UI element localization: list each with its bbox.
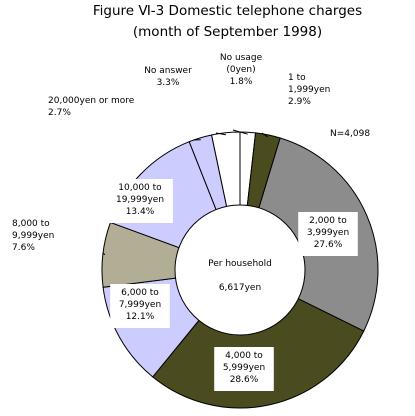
leader-line	[232, 129, 248, 135]
slice-category-label: 5,999yen	[223, 363, 265, 373]
slice-label-10-000-to-19-999yen: 10,000 to 19,999yen 13.4%	[107, 179, 173, 223]
slice-percent-label: 2.9%	[288, 97, 311, 107]
slice-label-box	[110, 284, 170, 328]
center-value: 6,617yen	[219, 283, 261, 293]
slice-category-label: 1 to	[288, 73, 306, 83]
slice-label-box	[107, 179, 173, 223]
slice-category-label: 8,000 to	[12, 219, 50, 229]
slice-category-label: (0yen)	[226, 65, 255, 75]
pie-slice-4-000-to-5-999yen	[152, 269, 365, 409]
slice-category-label: 7,999yen	[119, 300, 161, 310]
chart-title: Figure Ⅵ-3 Domestic telephone charges	[92, 3, 363, 19]
slice-category-label: 9,999yen	[12, 231, 54, 241]
sample-size-label: N=4,098	[330, 129, 370, 139]
slice-percent-label: 12.1%	[126, 312, 155, 322]
slice-label-no-answer: No answer 3.3%	[144, 66, 226, 136]
slice-label-8-000-to-9-999yen: 8,000 to 9,999yen 7.6%	[12, 219, 106, 256]
slice-percent-label: 28.6%	[230, 375, 259, 385]
slice-category-label: 10,000 to	[118, 183, 162, 193]
slice-label-20-000yen-or-more: 20,000yen or more 2.7%	[48, 96, 201, 141]
slice-label-6-000-to-7-999yen: 6,000 to 7,999yen 12.1%	[110, 284, 170, 328]
slice-label-2-000-to-3-999yen: 2,000 to 3,999yen 27.6%	[298, 212, 358, 256]
slice-percent-label: 27.6%	[314, 240, 343, 250]
center-label: Per household	[208, 259, 272, 269]
slice-percent-label: 2.7%	[48, 108, 71, 118]
slice-category-label: 6,000 to	[121, 288, 159, 298]
slice-label-box	[298, 212, 358, 256]
slice-category-label: No answer	[144, 66, 192, 76]
slice-category-label: 4,000 to	[225, 351, 263, 361]
slice-label-1-to-1-999yen: 1 to 1,999yen 2.9%	[261, 73, 330, 138]
slice-category-label: 1,999yen	[288, 85, 330, 95]
chart-subtitle: (month of September 1998)	[132, 24, 323, 40]
slice-percent-label: 7.6%	[12, 243, 35, 253]
slice-percent-label: 1.8%	[230, 77, 253, 87]
slice-category-label: 19,999yen	[116, 195, 164, 205]
leader-line	[102, 252, 106, 256]
slice-label-no-usage-0yen: No usage (0yen) 1.8%	[220, 53, 263, 135]
slice-category-label: No usage	[220, 53, 263, 63]
leader-line	[215, 132, 226, 136]
slice-category-label: 3,999yen	[307, 228, 349, 238]
slice-percent-label: 13.4%	[126, 207, 155, 217]
donut-center	[174, 204, 306, 336]
slice-label-box	[214, 347, 274, 391]
slice-label-4-000-to-5-999yen: 4,000 to 5,999yen 28.6%	[214, 347, 274, 391]
slice-category-label: 20,000yen or more	[48, 96, 135, 106]
leader-line	[261, 132, 268, 138]
slice-percent-label: 3.3%	[157, 78, 180, 88]
slice-category-label: 2,000 to	[309, 216, 347, 226]
